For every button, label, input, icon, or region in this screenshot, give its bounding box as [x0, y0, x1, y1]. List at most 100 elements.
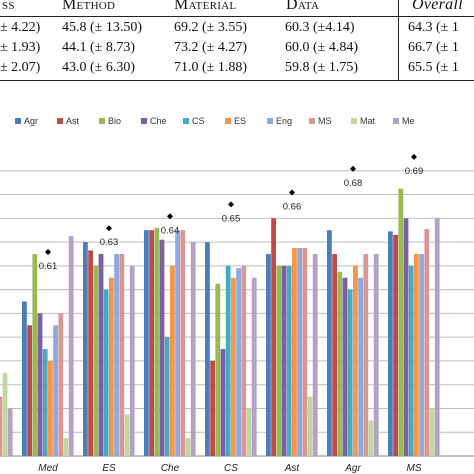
legend-swatch-mat [351, 118, 357, 124]
bar-che-bio [154, 227, 160, 456]
bar-et-ms [0, 396, 3, 456]
legend-label-ms: MS [318, 116, 332, 126]
diamond-label-ast: 0.66 [283, 202, 302, 213]
table-row: ± 2.07) 43.0 (± 6.30) 71.0 (± 1.88) 59.8… [0, 60, 474, 80]
bar-med-eng [53, 325, 58, 456]
table-cell: 64.3 (± 1 [408, 20, 459, 35]
bar-med-cs [42, 349, 48, 456]
table-cell: 71.0 (± 1.88) [174, 60, 248, 75]
legend-swatch-ms [309, 118, 315, 124]
diamond-marker-ms [411, 153, 417, 160]
legend-label-bio: Bio [108, 116, 121, 126]
legend-swatch-cs [183, 118, 189, 124]
table-cell: 60.0 (± 4.84) [285, 40, 359, 55]
header-material: Material [174, 0, 237, 13]
chart-diamond-markers: 80.610.630.640.650.660.680.69 [39, 153, 423, 272]
diamond-marker-med [45, 248, 51, 255]
diamond-marker-che [167, 213, 173, 220]
legend-swatch-bio [99, 118, 105, 124]
table-cell: 45.8 (± 13.50) [62, 20, 143, 35]
bar-es-cs [103, 289, 109, 456]
bar-che-agr [144, 230, 149, 456]
bar-ms-ms [424, 229, 430, 456]
bar-es-mat [124, 414, 130, 456]
bar-med-ast [27, 325, 32, 456]
bar-agr-cs [347, 289, 353, 456]
diamond-label-med: 0.61 [39, 261, 58, 272]
table-cell: ± 1.93) [0, 40, 41, 55]
chart-legend: Agr Ast Bio Che CS ES Eng MS Mat Me [15, 116, 415, 126]
bar-es-che [98, 253, 104, 456]
bar-med-che [37, 313, 43, 456]
bar-agr-bio [337, 271, 343, 456]
bar-es-eng [114, 253, 119, 456]
diamond-marker-ast [289, 189, 295, 196]
table-cell: ± 2.07) [0, 60, 41, 75]
bar-ast-che [281, 265, 287, 456]
bar-es-ms [119, 253, 125, 456]
results-table: ss Method Material Data Overall ± 4.22) … [0, 0, 474, 92]
x-tick-label-che: Che [161, 463, 180, 474]
diamond-label-cs: 0.65 [222, 213, 241, 224]
bar-ast-me [312, 253, 318, 456]
bar-ast-ms [302, 248, 308, 456]
bar-ms-me [434, 218, 440, 456]
legend-label-cs: CS [192, 116, 205, 126]
legend-swatch-es [225, 118, 231, 124]
bar-cs-mat [246, 408, 252, 456]
diamond-marker-es [106, 225, 112, 232]
bar-ast-agr [266, 253, 271, 456]
diamond-label-che: 0.64 [161, 225, 180, 236]
table-cell: 43.0 (± 6.30) [62, 60, 136, 75]
table-row: ± 1.93) 44.1 (± 8.73) 73.2 (± 4.27) 60.0… [0, 40, 474, 60]
bar-agr-che [342, 277, 348, 456]
bar-med-bio [32, 253, 38, 456]
legend-swatch-ast [57, 118, 63, 124]
bar-agr-eng [358, 277, 363, 456]
legend-label-mat: Mat [360, 116, 376, 126]
bar-cs-che [220, 349, 226, 456]
bar-agr-me [373, 253, 379, 456]
bar-cs-es [231, 277, 236, 456]
bar-agr-es [353, 265, 358, 456]
x-tick-label-ast: Ast [284, 463, 301, 474]
bar-che-che [159, 239, 165, 456]
table-bottom-rule [0, 80, 474, 81]
bar-che-eng [175, 230, 180, 456]
bar-med-mat [63, 438, 69, 456]
table-cell: 66.7 (± 1 [408, 40, 459, 55]
legend-label-ast: Ast [66, 116, 80, 126]
bar-et-mat [2, 372, 8, 456]
header-data: Data [286, 0, 320, 13]
legend-swatch-eng [267, 118, 273, 124]
table-cell: 60.3 (±4.14) [285, 20, 355, 35]
legend-label-che: Che [150, 116, 167, 126]
legend-label-me: Me [402, 116, 415, 126]
x-tick-label-es: ES [102, 463, 116, 474]
header-method: Method [62, 0, 116, 13]
x-tick-label-cs: CS [224, 463, 238, 474]
bar-ast-mat [307, 396, 313, 456]
bar-agr-ms [363, 253, 369, 456]
bar-ast-cs [286, 265, 292, 456]
bar-cs-eng [236, 268, 241, 456]
table-cell: 59.8 (± 1.75) [285, 60, 359, 75]
bar-cs-bio [215, 283, 221, 456]
bar-che-es [170, 265, 175, 456]
legend-label-agr: Agr [24, 116, 38, 126]
x-tick-label-agr: Agr [344, 463, 361, 474]
diamond-label-es: 0.63 [100, 237, 119, 248]
diamond-marker-agr [350, 165, 356, 172]
bar-es-es [109, 277, 114, 456]
bar-agr-ast [332, 253, 337, 456]
x-tick-label-ms: MS [407, 463, 422, 474]
bar-es-me [129, 265, 135, 456]
bar-es-bio [93, 265, 99, 456]
bar-ms-eng [419, 253, 424, 456]
x-tick-label-med: Med [38, 463, 58, 474]
bar-che-ms [180, 230, 186, 456]
bar-med-es [48, 360, 53, 456]
diamond-marker-cs [228, 201, 234, 208]
bar-cs-me [251, 277, 257, 456]
table-row: ± 4.22) 45.8 (± 13.50) 69.2 (± 3.55) 60.… [0, 20, 474, 40]
